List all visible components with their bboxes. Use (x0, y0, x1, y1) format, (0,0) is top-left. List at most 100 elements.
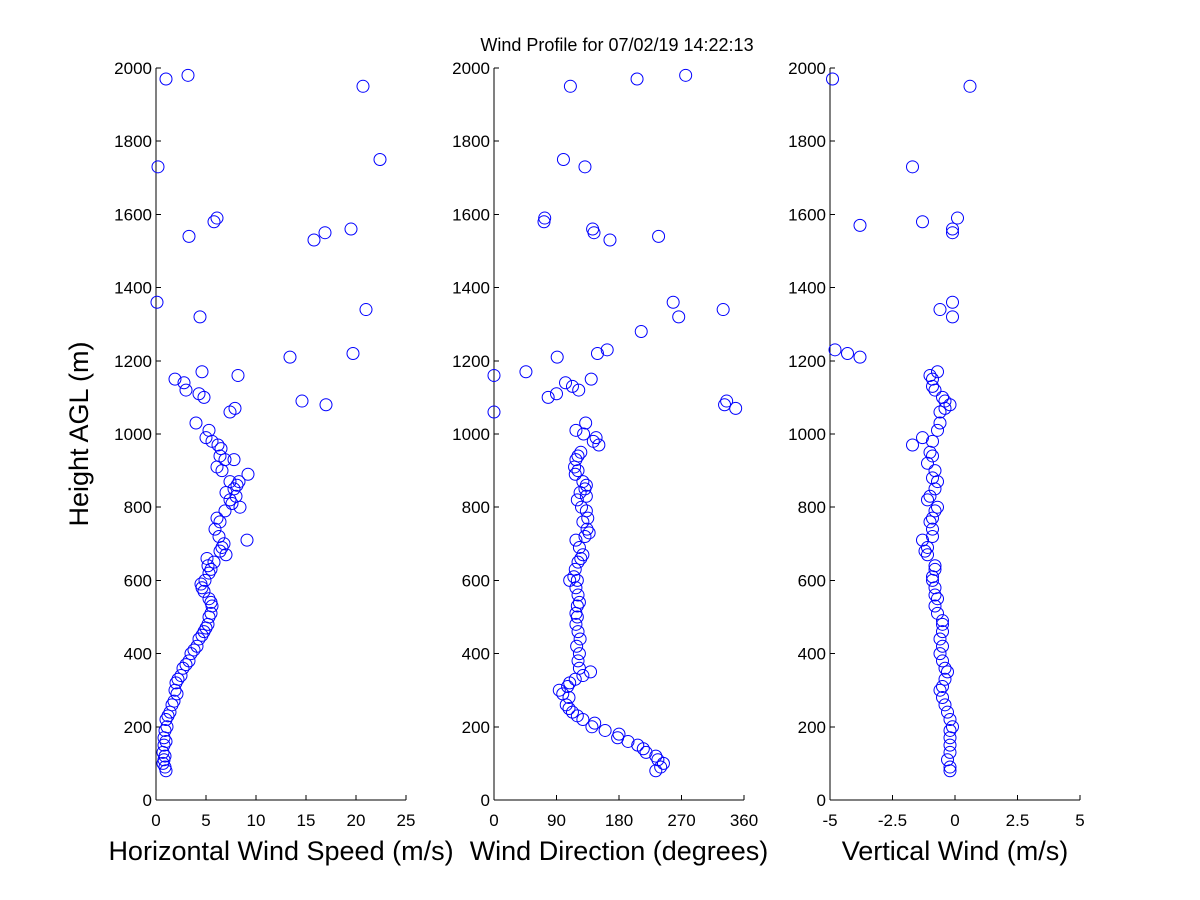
speed-data-point (218, 504, 232, 518)
speed-data-point (215, 464, 229, 478)
speed-data-point (174, 669, 188, 683)
vertical-data-point (936, 680, 949, 694)
direction-data-point (600, 343, 614, 357)
vertical-data-point (938, 672, 952, 686)
vertical-data-point (931, 475, 944, 489)
direction-data-point (578, 482, 592, 496)
speed-data-point (187, 643, 201, 657)
speed-data-point (198, 573, 212, 587)
speed-data-point (179, 658, 193, 672)
vertical-data-point (926, 573, 939, 587)
vertical-data-point (931, 365, 944, 379)
vertical-data-point (946, 295, 959, 309)
speed-data-point (232, 475, 246, 489)
speed-data-point (213, 544, 227, 558)
vertical-data-point (938, 661, 952, 675)
direction-y-tick-label: 1400 (452, 279, 490, 298)
direction-data-point (565, 379, 579, 393)
direction-data-point (579, 416, 593, 430)
direction-data-point (577, 427, 591, 441)
speed-data-point (157, 731, 171, 745)
direction-data-point (612, 727, 626, 741)
vertical-data-point (936, 654, 949, 668)
speed-data-point (168, 683, 182, 697)
vertical-x-tick-label: 5 (1075, 811, 1084, 830)
speed-data-point (233, 500, 247, 514)
speed-data-point (344, 222, 358, 236)
vertical-data-point (933, 683, 947, 697)
vertical-data-point (943, 745, 957, 759)
direction-data-point (590, 346, 604, 360)
speed-x-tick-label: 25 (397, 811, 416, 830)
direction-data-point (570, 493, 584, 507)
vertical-data-point (931, 606, 944, 620)
direction-data-point (576, 712, 590, 726)
vertical-data-point (928, 599, 942, 613)
direction-data-point (568, 562, 582, 576)
direction-data-point (630, 72, 644, 86)
speed-data-point (225, 497, 239, 511)
speed-data-point (163, 705, 177, 719)
speed-data-point (197, 390, 211, 404)
speed-data-point (219, 486, 233, 500)
vertical-data-point (926, 434, 939, 448)
direction-data-point (649, 749, 663, 763)
direction-data-point (569, 453, 583, 467)
vertical-data-point (936, 639, 949, 653)
direction-x-tick-label: 270 (667, 811, 695, 830)
speed-data-point (208, 522, 222, 536)
vertical-data-point (946, 720, 959, 734)
speed-data-point (346, 346, 360, 360)
speed-data-point (150, 295, 164, 309)
vertical-data-point (933, 405, 947, 419)
speed-y-tick-label: 2000 (114, 59, 152, 78)
speed-y-tick-label: 600 (124, 571, 152, 590)
speed-data-point (151, 160, 165, 174)
vertical-y-tick-label: 0 (817, 791, 826, 810)
direction-data-point (581, 511, 595, 525)
speed-data-point (190, 639, 204, 653)
speed-data-point (217, 537, 231, 551)
speed-data-point (230, 478, 244, 492)
direction-y-tick-label: 800 (462, 498, 490, 517)
vertical-data-point (938, 698, 952, 712)
speed-y-tick-label: 1400 (114, 279, 152, 298)
vertical-data-point (926, 449, 939, 463)
direction-y-tick-label: 200 (462, 718, 490, 737)
speed-data-point (179, 383, 193, 397)
speed-data-point (161, 709, 175, 723)
direction-data-point (656, 756, 670, 770)
speed-data-point (182, 654, 196, 668)
vertical-data-point (936, 390, 949, 404)
speed-data-point (177, 376, 191, 390)
speed-data-point (195, 581, 209, 595)
vertical-data-point (928, 464, 942, 478)
direction-data-point (571, 654, 585, 668)
direction-data-point (571, 588, 585, 602)
speed-data-point (189, 416, 203, 430)
direction-data-point (679, 68, 693, 82)
vertical-data-point (941, 753, 954, 767)
direction-data-point (576, 548, 590, 562)
vertical-data-point (943, 764, 957, 778)
speed-data-point (202, 566, 216, 580)
vertical-data-point (928, 588, 942, 602)
direction-data-point (729, 401, 743, 415)
vertical-data-point (943, 760, 957, 774)
direction-data-point (570, 573, 584, 587)
direction-data-point (666, 295, 680, 309)
vertical-data-point (941, 705, 954, 719)
direction-data-point (720, 394, 734, 408)
speed-x-tick-label: 15 (297, 811, 316, 830)
direction-data-point (589, 431, 603, 445)
speed-data-point (210, 211, 224, 225)
vertical-data-point (826, 72, 839, 86)
direction-data-point (563, 79, 577, 93)
direction-data-point (570, 599, 584, 613)
direction-data-point (598, 723, 612, 737)
direction-data-point (652, 229, 666, 243)
speed-data-point (295, 394, 309, 408)
direction-data-point (576, 475, 590, 489)
vertical-y-tick-label: 2000 (788, 59, 826, 78)
vertical-data-point (931, 592, 944, 606)
